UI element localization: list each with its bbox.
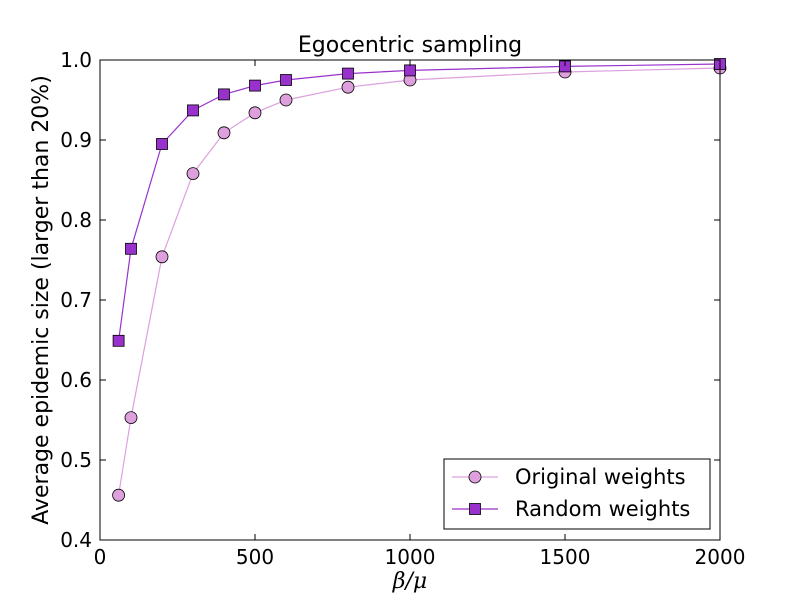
x-tick-label: 500 bbox=[236, 545, 274, 569]
data-point bbox=[279, 93, 293, 107]
data-point bbox=[404, 64, 416, 77]
data-point bbox=[124, 411, 138, 425]
data-point bbox=[186, 167, 200, 181]
plot-layer bbox=[112, 58, 727, 502]
legend-label: Original weights bbox=[515, 465, 686, 489]
data-point bbox=[249, 79, 261, 92]
y-tick-label: 1.0 bbox=[60, 48, 92, 72]
data-point bbox=[217, 126, 231, 140]
y-axis-title: Average epidemic size (larger than 20%) bbox=[29, 75, 54, 525]
y-tick-label: 0.8 bbox=[60, 208, 92, 232]
legend-label: Random weights bbox=[515, 497, 690, 521]
data-point bbox=[280, 74, 292, 86]
legend-marker bbox=[468, 470, 482, 484]
legend: Original weights Random weights bbox=[443, 458, 711, 530]
x-tick-label: 2000 bbox=[695, 545, 746, 569]
data-point bbox=[112, 488, 125, 502]
data-point bbox=[248, 106, 262, 120]
x-tick-label: 0 bbox=[94, 545, 107, 569]
y-tick-label: 0.5 bbox=[60, 448, 92, 472]
data-point bbox=[342, 67, 354, 80]
ticks-layer: 0 500 1000 1500 2000 0.4 0.5 0.6 0.7 0.8 0.9 1.0 bbox=[60, 48, 745, 569]
series-random-weights bbox=[112, 58, 726, 347]
y-tick-label: 0.4 bbox=[60, 528, 92, 552]
data-point bbox=[155, 250, 169, 264]
series-original-weights bbox=[112, 61, 727, 502]
data-point bbox=[112, 334, 125, 347]
y-tick-label: 0.6 bbox=[60, 368, 92, 392]
x-tick-label: 1000 bbox=[385, 545, 436, 569]
x-axis-title: β/μ bbox=[392, 569, 427, 594]
data-point bbox=[125, 242, 137, 255]
y-tick-label: 0.7 bbox=[60, 288, 92, 312]
legend-marker bbox=[469, 503, 481, 515]
data-point bbox=[341, 80, 355, 94]
x-tick-label: 1500 bbox=[540, 545, 591, 569]
y-tick-label: 0.9 bbox=[60, 128, 92, 152]
legend-box bbox=[443, 458, 711, 530]
data-point bbox=[156, 138, 168, 150]
chart-title: Egocentric sampling bbox=[298, 33, 522, 58]
data-point bbox=[187, 104, 199, 117]
data-point bbox=[218, 88, 230, 101]
